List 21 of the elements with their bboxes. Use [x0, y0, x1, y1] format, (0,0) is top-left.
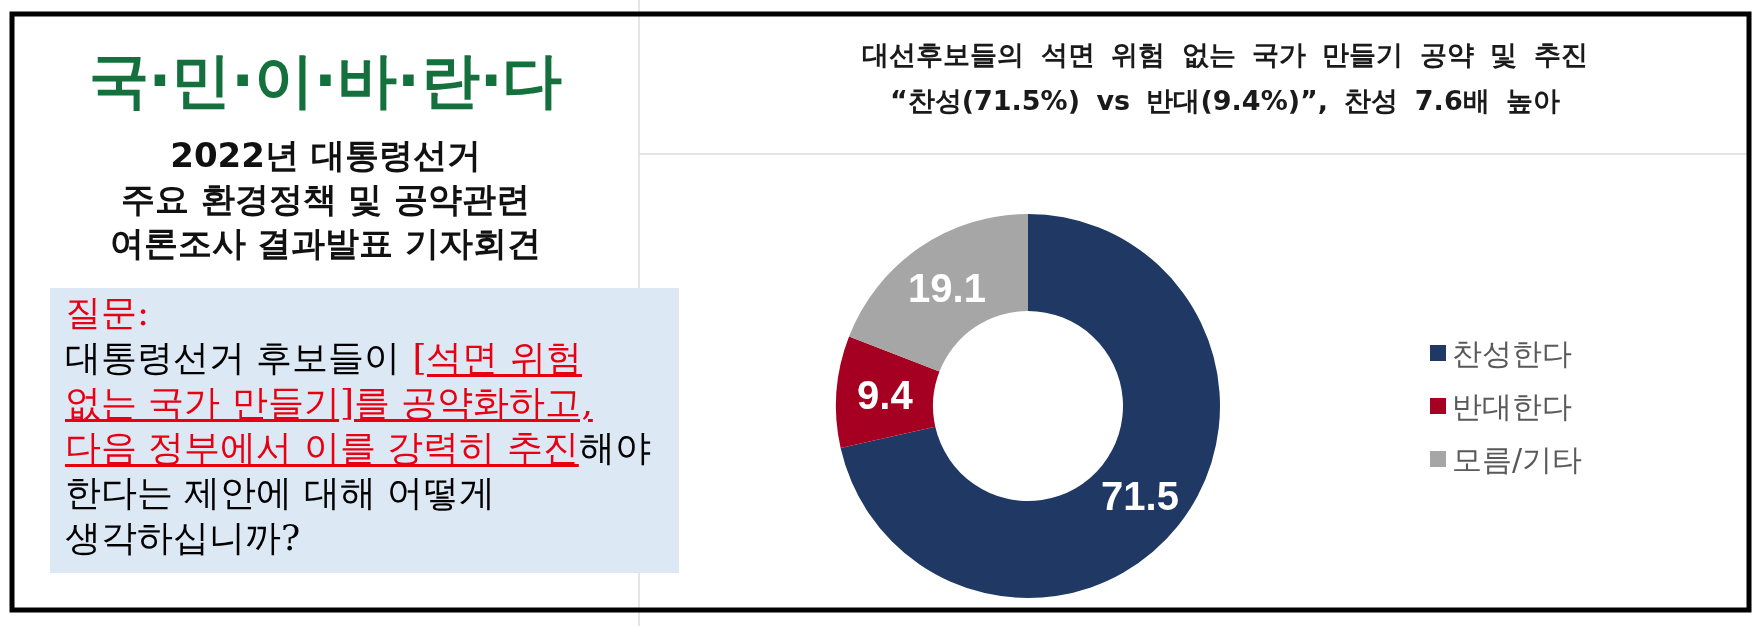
text: 질문:: [65, 292, 150, 333]
text: 국·민·이·바·란·다: [87, 44, 564, 116]
text: 없는 국가 만들기]를 공약화하고,: [65, 382, 593, 423]
legend-label: 반대한다: [1452, 388, 1572, 424]
text: 한다는 제안에 대해 어떻게: [65, 472, 496, 513]
text: 대통령선거 후보들이: [65, 337, 401, 378]
text: 해야: [578, 427, 651, 468]
donut-slice: [840, 214, 1220, 598]
data-label: 9.4: [857, 373, 914, 418]
data-label: 19.1: [908, 265, 986, 310]
text: 생각하십니까?: [65, 517, 301, 558]
legend-label: 모름/기타: [1452, 441, 1583, 477]
donut-slice: [836, 336, 940, 448]
text: 다음 정부에서 이를 강력히 추진: [65, 427, 579, 468]
chart-subtitle: “찬성(71.5%) vs 반대(9.4%)”, 찬성 7.6배 높아: [889, 84, 1561, 116]
text: [석면 위험: [412, 337, 582, 378]
chart-title: 대선후보들의 석면 위험 없는 국가 만들기 공약 및 추진: [862, 38, 1588, 70]
data-label: 71.5: [1101, 473, 1179, 518]
text: 2022년 대통령선거 주요 환경정책 및 공약관련 여론조사 결과발표 기자회견: [108, 134, 543, 265]
donut-slice: [849, 214, 1028, 372]
legend-label: 찬성한다: [1452, 335, 1572, 371]
